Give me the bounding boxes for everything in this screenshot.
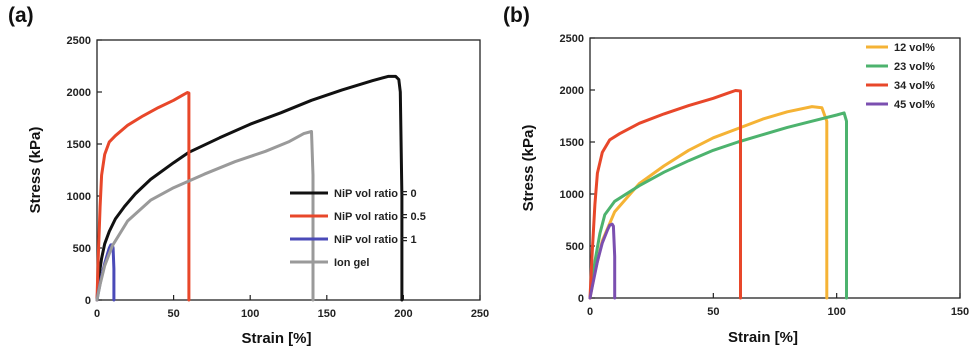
x-tick-label: 50	[707, 306, 719, 318]
panel-label: (b)	[503, 4, 530, 27]
series-line-1	[95, 91, 191, 302]
series-line-3	[95, 130, 315, 302]
legend-label-2: NiP vol ratio = 1	[334, 234, 417, 246]
x-tick-label: 0	[587, 306, 593, 318]
y-tick-label: 2500	[67, 35, 91, 47]
y-tick-label: 2000	[67, 87, 91, 99]
plot-frame	[589, 37, 961, 299]
y-tick-label: 500	[566, 241, 584, 253]
x-tick-label: 150	[318, 308, 336, 320]
x-tick-label: 100	[241, 308, 259, 320]
x-tick-label: 150	[951, 306, 969, 318]
x-tick-label: 50	[167, 308, 179, 320]
x-tick-label: 250	[471, 308, 489, 320]
y-tick-label: 2500	[560, 33, 584, 45]
legend-label-3: 45 vol%	[894, 99, 935, 111]
y-tick-label: 1500	[67, 139, 91, 151]
series-line-3	[588, 222, 617, 300]
panel-label: (a)	[8, 4, 34, 27]
series-line-0	[588, 105, 829, 300]
y-tick-label: 2000	[560, 85, 584, 97]
series-line-2	[588, 89, 742, 300]
panel-a: (a)0 50 100 150 200 25005001000150020002500St…	[8, 4, 489, 347]
series-line-1	[588, 111, 848, 300]
y-tick-label: 500	[73, 243, 91, 255]
x-tick-label: 200	[394, 308, 412, 320]
legend-label-0: 12 vol%	[894, 42, 935, 54]
y-axis-title: Stress (kPa)	[27, 127, 44, 214]
x-axis-title: Strain [%]	[728, 329, 798, 346]
y-tick-label: 0	[578, 293, 584, 305]
series-line-0	[95, 74, 404, 302]
y-tick-label: 1500	[560, 137, 584, 149]
legend-label-2: 34 vol%	[894, 80, 935, 92]
x-tick-label: 0	[94, 308, 100, 320]
legend-label-1: NiP vol ratio = 0.5	[334, 211, 426, 223]
y-tick-label: 1000	[67, 191, 91, 203]
legend-label-1: 23 vol%	[894, 61, 935, 73]
plot-frame	[96, 39, 481, 301]
y-tick-label: 0	[85, 295, 91, 307]
legend-label-0: NiP vol ratio = 0	[334, 188, 417, 200]
x-axis-title: Strain [%]	[241, 330, 311, 347]
y-tick-label: 1000	[560, 189, 584, 201]
x-tick-label: 100	[827, 306, 845, 318]
legend-label-3: Ion gel	[334, 257, 369, 269]
y-axis-title: Stress (kPa)	[520, 125, 537, 212]
